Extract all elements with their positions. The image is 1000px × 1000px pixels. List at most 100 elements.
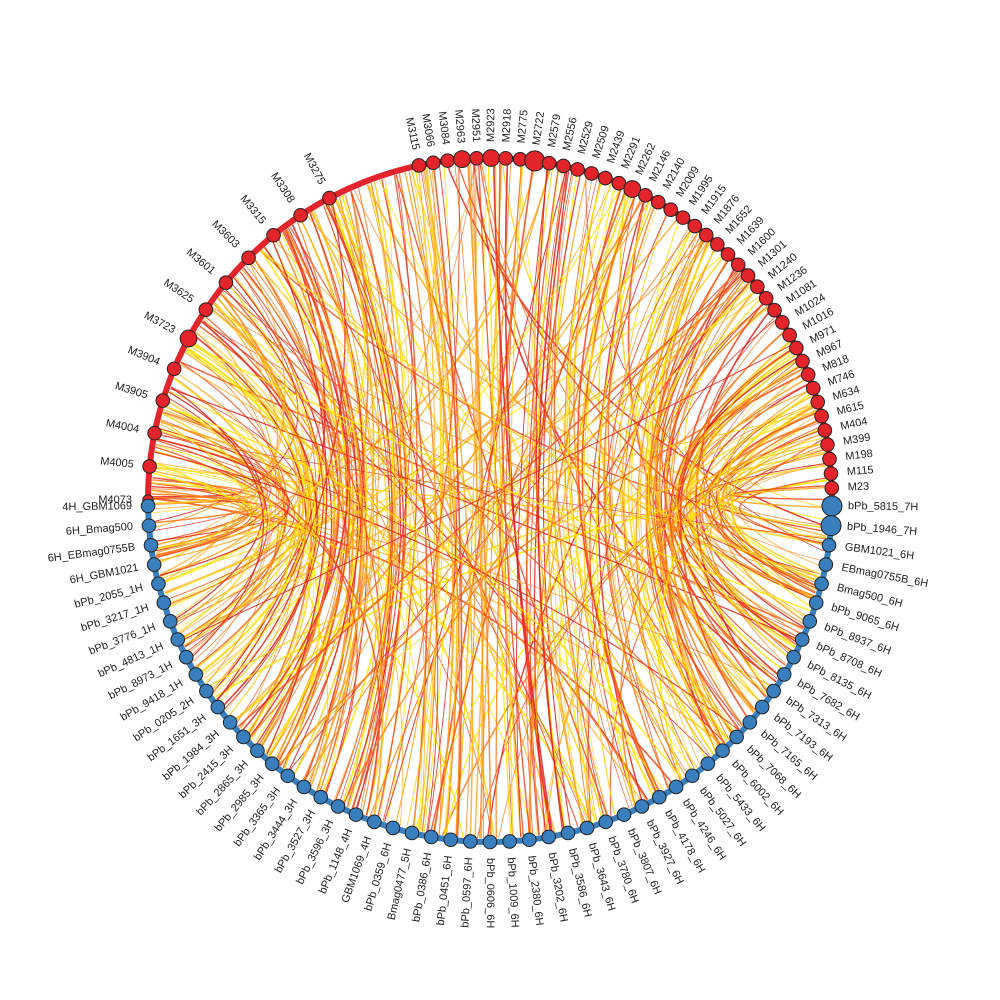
blue-node-dot[interactable] — [385, 820, 401, 836]
red-node-dot[interactable] — [740, 268, 756, 283]
blue-node-dot[interactable] — [170, 632, 186, 647]
red-node-dot[interactable] — [663, 202, 679, 217]
red-node-dot[interactable] — [698, 227, 714, 243]
red-node-dot[interactable] — [198, 302, 214, 317]
blue-node-dot[interactable] — [348, 807, 364, 822]
red-node-dot[interactable] — [142, 459, 157, 474]
red-node-dot[interactable] — [758, 290, 774, 306]
red-node-dot[interactable] — [411, 158, 427, 173]
red-node-dot[interactable] — [823, 466, 839, 481]
blue-node-dot[interactable] — [668, 779, 684, 795]
blue-node-dot[interactable] — [754, 699, 770, 715]
blue-node-dot[interactable] — [199, 683, 214, 699]
red-node-dot[interactable] — [541, 155, 557, 171]
blue-node-dot[interactable] — [766, 683, 781, 699]
blue-node-dot[interactable] — [541, 829, 557, 845]
red-node-dot[interactable] — [623, 180, 642, 198]
blue-node-dot[interactable] — [560, 825, 576, 841]
red-node-dot[interactable] — [730, 257, 746, 273]
red-node-dot[interactable] — [453, 150, 471, 169]
blue-node-dot[interactable] — [521, 832, 537, 848]
blue-node-dot[interactable] — [222, 715, 238, 730]
blue-node-dot[interactable] — [463, 834, 478, 849]
blue-node-dot[interactable] — [162, 614, 178, 629]
blue-node-dot[interactable] — [818, 557, 834, 572]
blue-node-dot[interactable] — [140, 498, 156, 514]
red-node-dot[interactable] — [556, 158, 571, 174]
red-node-dot[interactable] — [524, 150, 546, 172]
red-node-dot[interactable] — [824, 480, 840, 496]
blue-node-dot[interactable] — [188, 667, 204, 682]
blue-node-dot[interactable] — [802, 614, 818, 629]
red-node-dot[interactable] — [293, 207, 308, 223]
red-node-dot[interactable] — [498, 151, 514, 166]
red-node-dot[interactable] — [800, 367, 816, 382]
blue-node-dot[interactable] — [729, 729, 744, 745]
red-node-dot[interactable] — [218, 275, 234, 290]
blue-node-dot[interactable] — [146, 557, 162, 572]
blue-node-dot[interactable] — [808, 595, 824, 611]
blue-node-dot[interactable] — [280, 768, 296, 784]
blue-node-dot[interactable] — [616, 807, 632, 822]
blue-node-dot[interactable] — [715, 743, 730, 759]
blue-node-dot[interactable] — [366, 814, 382, 830]
red-node-dot[interactable] — [814, 408, 829, 424]
red-node-dot[interactable] — [767, 302, 782, 318]
red-node-dot[interactable] — [650, 194, 666, 210]
red-node-dot[interactable] — [795, 353, 810, 369]
red-node-dot[interactable] — [687, 218, 703, 234]
red-node-dot[interactable] — [584, 166, 599, 181]
red-node-dot[interactable] — [440, 153, 455, 168]
red-node-dot[interactable] — [775, 315, 790, 330]
red-node-dot[interactable] — [638, 188, 653, 203]
blue-node-dot[interactable] — [151, 576, 166, 592]
red-node-dot[interactable] — [822, 451, 837, 467]
red-node-dot[interactable] — [241, 250, 256, 266]
red-node-dot[interactable] — [820, 437, 835, 452]
red-node-dot[interactable] — [425, 155, 441, 171]
blue-node-dot[interactable] — [651, 789, 667, 805]
red-node-dot[interactable] — [322, 190, 337, 206]
blue-node-dot[interactable] — [794, 632, 810, 647]
blue-node-dot[interactable] — [141, 518, 157, 533]
blue-node-dot[interactable] — [579, 820, 595, 836]
red-node-dot[interactable] — [179, 329, 198, 348]
blue-node-dot[interactable] — [634, 799, 650, 814]
blue-node-dot[interactable] — [264, 756, 280, 771]
blue-node-dot[interactable] — [443, 832, 459, 848]
blue-node-dot[interactable] — [502, 834, 517, 849]
red-node-dot[interactable] — [805, 380, 821, 396]
red-node-dot[interactable] — [166, 361, 182, 377]
red-node-dot[interactable] — [789, 340, 804, 356]
blue-node-dot[interactable] — [598, 814, 614, 830]
red-node-dot[interactable] — [469, 150, 484, 166]
red-node-dot[interactable] — [720, 247, 736, 262]
blue-node-dot[interactable] — [156, 595, 172, 611]
blue-node-dot[interactable] — [821, 537, 837, 553]
red-node-dot[interactable] — [710, 237, 725, 252]
red-node-dot[interactable] — [750, 279, 765, 295]
blue-node-dot[interactable] — [404, 825, 420, 841]
blue-node-dot[interactable] — [178, 649, 194, 665]
red-node-dot[interactable] — [266, 227, 281, 243]
blue-node-dot[interactable] — [330, 799, 346, 814]
red-node-dot[interactable] — [155, 393, 171, 408]
blue-node-dot[interactable] — [776, 667, 792, 682]
blue-node-dot[interactable] — [313, 789, 329, 805]
red-node-dot[interactable] — [482, 149, 501, 167]
blue-node-dot[interactable] — [820, 515, 842, 537]
blue-node-dot[interactable] — [821, 495, 843, 517]
blue-node-dot[interactable] — [250, 743, 265, 759]
blue-node-dot[interactable] — [296, 779, 312, 795]
blue-node-dot[interactable] — [143, 537, 159, 553]
red-node-dot[interactable] — [810, 394, 825, 410]
blue-node-dot[interactable] — [700, 756, 716, 771]
blue-node-dot[interactable] — [236, 729, 251, 745]
red-node-dot[interactable] — [598, 170, 613, 186]
red-node-dot[interactable] — [675, 210, 691, 225]
blue-node-dot[interactable] — [814, 576, 829, 592]
blue-node-dot[interactable] — [482, 834, 498, 850]
blue-node-dot[interactable] — [742, 715, 758, 730]
blue-node-dot[interactable] — [786, 649, 802, 665]
red-node-dot[interactable] — [147, 425, 162, 441]
